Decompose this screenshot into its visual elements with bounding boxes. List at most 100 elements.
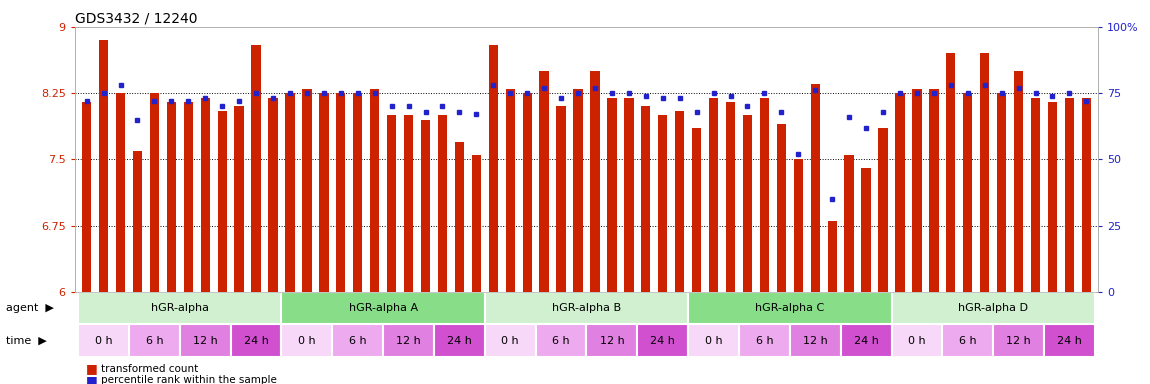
Bar: [891, 292, 1095, 324]
Bar: [841, 324, 891, 357]
Bar: [252, 45, 261, 292]
Bar: [184, 102, 193, 292]
Bar: [879, 128, 888, 292]
Bar: [282, 292, 485, 324]
Bar: [828, 221, 837, 292]
Text: percentile rank within the sample: percentile rank within the sample: [101, 375, 277, 384]
Text: hGR-alpha: hGR-alpha: [151, 303, 209, 313]
Bar: [760, 98, 769, 292]
Bar: [99, 40, 108, 292]
Bar: [132, 151, 143, 292]
Text: hGR-alpha C: hGR-alpha C: [756, 303, 825, 313]
Bar: [485, 324, 536, 357]
Text: ■: ■: [86, 362, 98, 375]
Text: time  ▶: time ▶: [6, 336, 46, 346]
Bar: [637, 324, 688, 357]
Bar: [980, 53, 989, 292]
Text: transformed count: transformed count: [101, 364, 199, 374]
Bar: [421, 120, 430, 292]
Bar: [200, 98, 210, 292]
Bar: [675, 111, 684, 292]
Bar: [489, 45, 498, 292]
Bar: [1065, 98, 1074, 292]
Bar: [861, 168, 871, 292]
Bar: [235, 106, 244, 292]
Bar: [1030, 98, 1041, 292]
Bar: [891, 324, 942, 357]
Bar: [217, 111, 227, 292]
Bar: [963, 93, 973, 292]
Bar: [994, 324, 1044, 357]
Bar: [590, 71, 599, 292]
Bar: [743, 115, 752, 292]
Text: 24 h: 24 h: [853, 336, 879, 346]
Bar: [793, 159, 803, 292]
Bar: [82, 102, 91, 292]
Bar: [78, 324, 129, 357]
Text: 12 h: 12 h: [1006, 336, 1032, 346]
Bar: [726, 102, 735, 292]
Text: ■: ■: [86, 374, 98, 384]
Bar: [167, 102, 176, 292]
Text: 6 h: 6 h: [756, 336, 773, 346]
Bar: [438, 115, 447, 292]
Bar: [539, 71, 549, 292]
Bar: [129, 324, 179, 357]
Bar: [942, 324, 994, 357]
Text: hGR-alpha D: hGR-alpha D: [958, 303, 1028, 313]
Bar: [1048, 102, 1057, 292]
Bar: [708, 98, 719, 292]
Bar: [383, 324, 434, 357]
Bar: [434, 324, 485, 357]
Text: 6 h: 6 h: [348, 336, 367, 346]
Text: 24 h: 24 h: [447, 336, 472, 346]
Bar: [1014, 71, 1024, 292]
Text: 24 h: 24 h: [244, 336, 268, 346]
Bar: [404, 115, 413, 292]
Bar: [658, 115, 667, 292]
Bar: [642, 106, 651, 292]
Bar: [332, 324, 383, 357]
Text: GDS3432 / 12240: GDS3432 / 12240: [75, 12, 198, 26]
Bar: [116, 93, 125, 292]
Bar: [78, 292, 282, 324]
Bar: [776, 124, 787, 292]
Bar: [485, 292, 688, 324]
Text: hGR-alpha B: hGR-alpha B: [552, 303, 621, 313]
Bar: [320, 93, 329, 292]
Bar: [231, 324, 282, 357]
Bar: [454, 142, 465, 292]
Bar: [912, 89, 921, 292]
Bar: [688, 292, 891, 324]
Bar: [688, 324, 739, 357]
Text: 12 h: 12 h: [193, 336, 217, 346]
Bar: [790, 324, 841, 357]
Bar: [282, 324, 332, 357]
Text: hGR-alpha A: hGR-alpha A: [348, 303, 417, 313]
Text: 0 h: 0 h: [501, 336, 519, 346]
Bar: [536, 324, 586, 357]
Bar: [557, 106, 566, 292]
Text: 6 h: 6 h: [552, 336, 570, 346]
Bar: [386, 115, 397, 292]
Bar: [739, 324, 790, 357]
Text: 24 h: 24 h: [1057, 336, 1082, 346]
Text: 12 h: 12 h: [599, 336, 624, 346]
Bar: [896, 93, 905, 292]
Text: 0 h: 0 h: [908, 336, 926, 346]
Bar: [302, 89, 312, 292]
Bar: [268, 98, 277, 292]
Text: 12 h: 12 h: [397, 336, 421, 346]
Bar: [929, 89, 938, 292]
Bar: [607, 98, 616, 292]
Bar: [624, 98, 634, 292]
Bar: [1044, 324, 1095, 357]
Bar: [179, 324, 231, 357]
Text: 0 h: 0 h: [298, 336, 316, 346]
Bar: [946, 53, 956, 292]
Bar: [472, 155, 481, 292]
Bar: [692, 128, 702, 292]
Bar: [997, 93, 1006, 292]
Bar: [353, 93, 362, 292]
Bar: [150, 93, 159, 292]
